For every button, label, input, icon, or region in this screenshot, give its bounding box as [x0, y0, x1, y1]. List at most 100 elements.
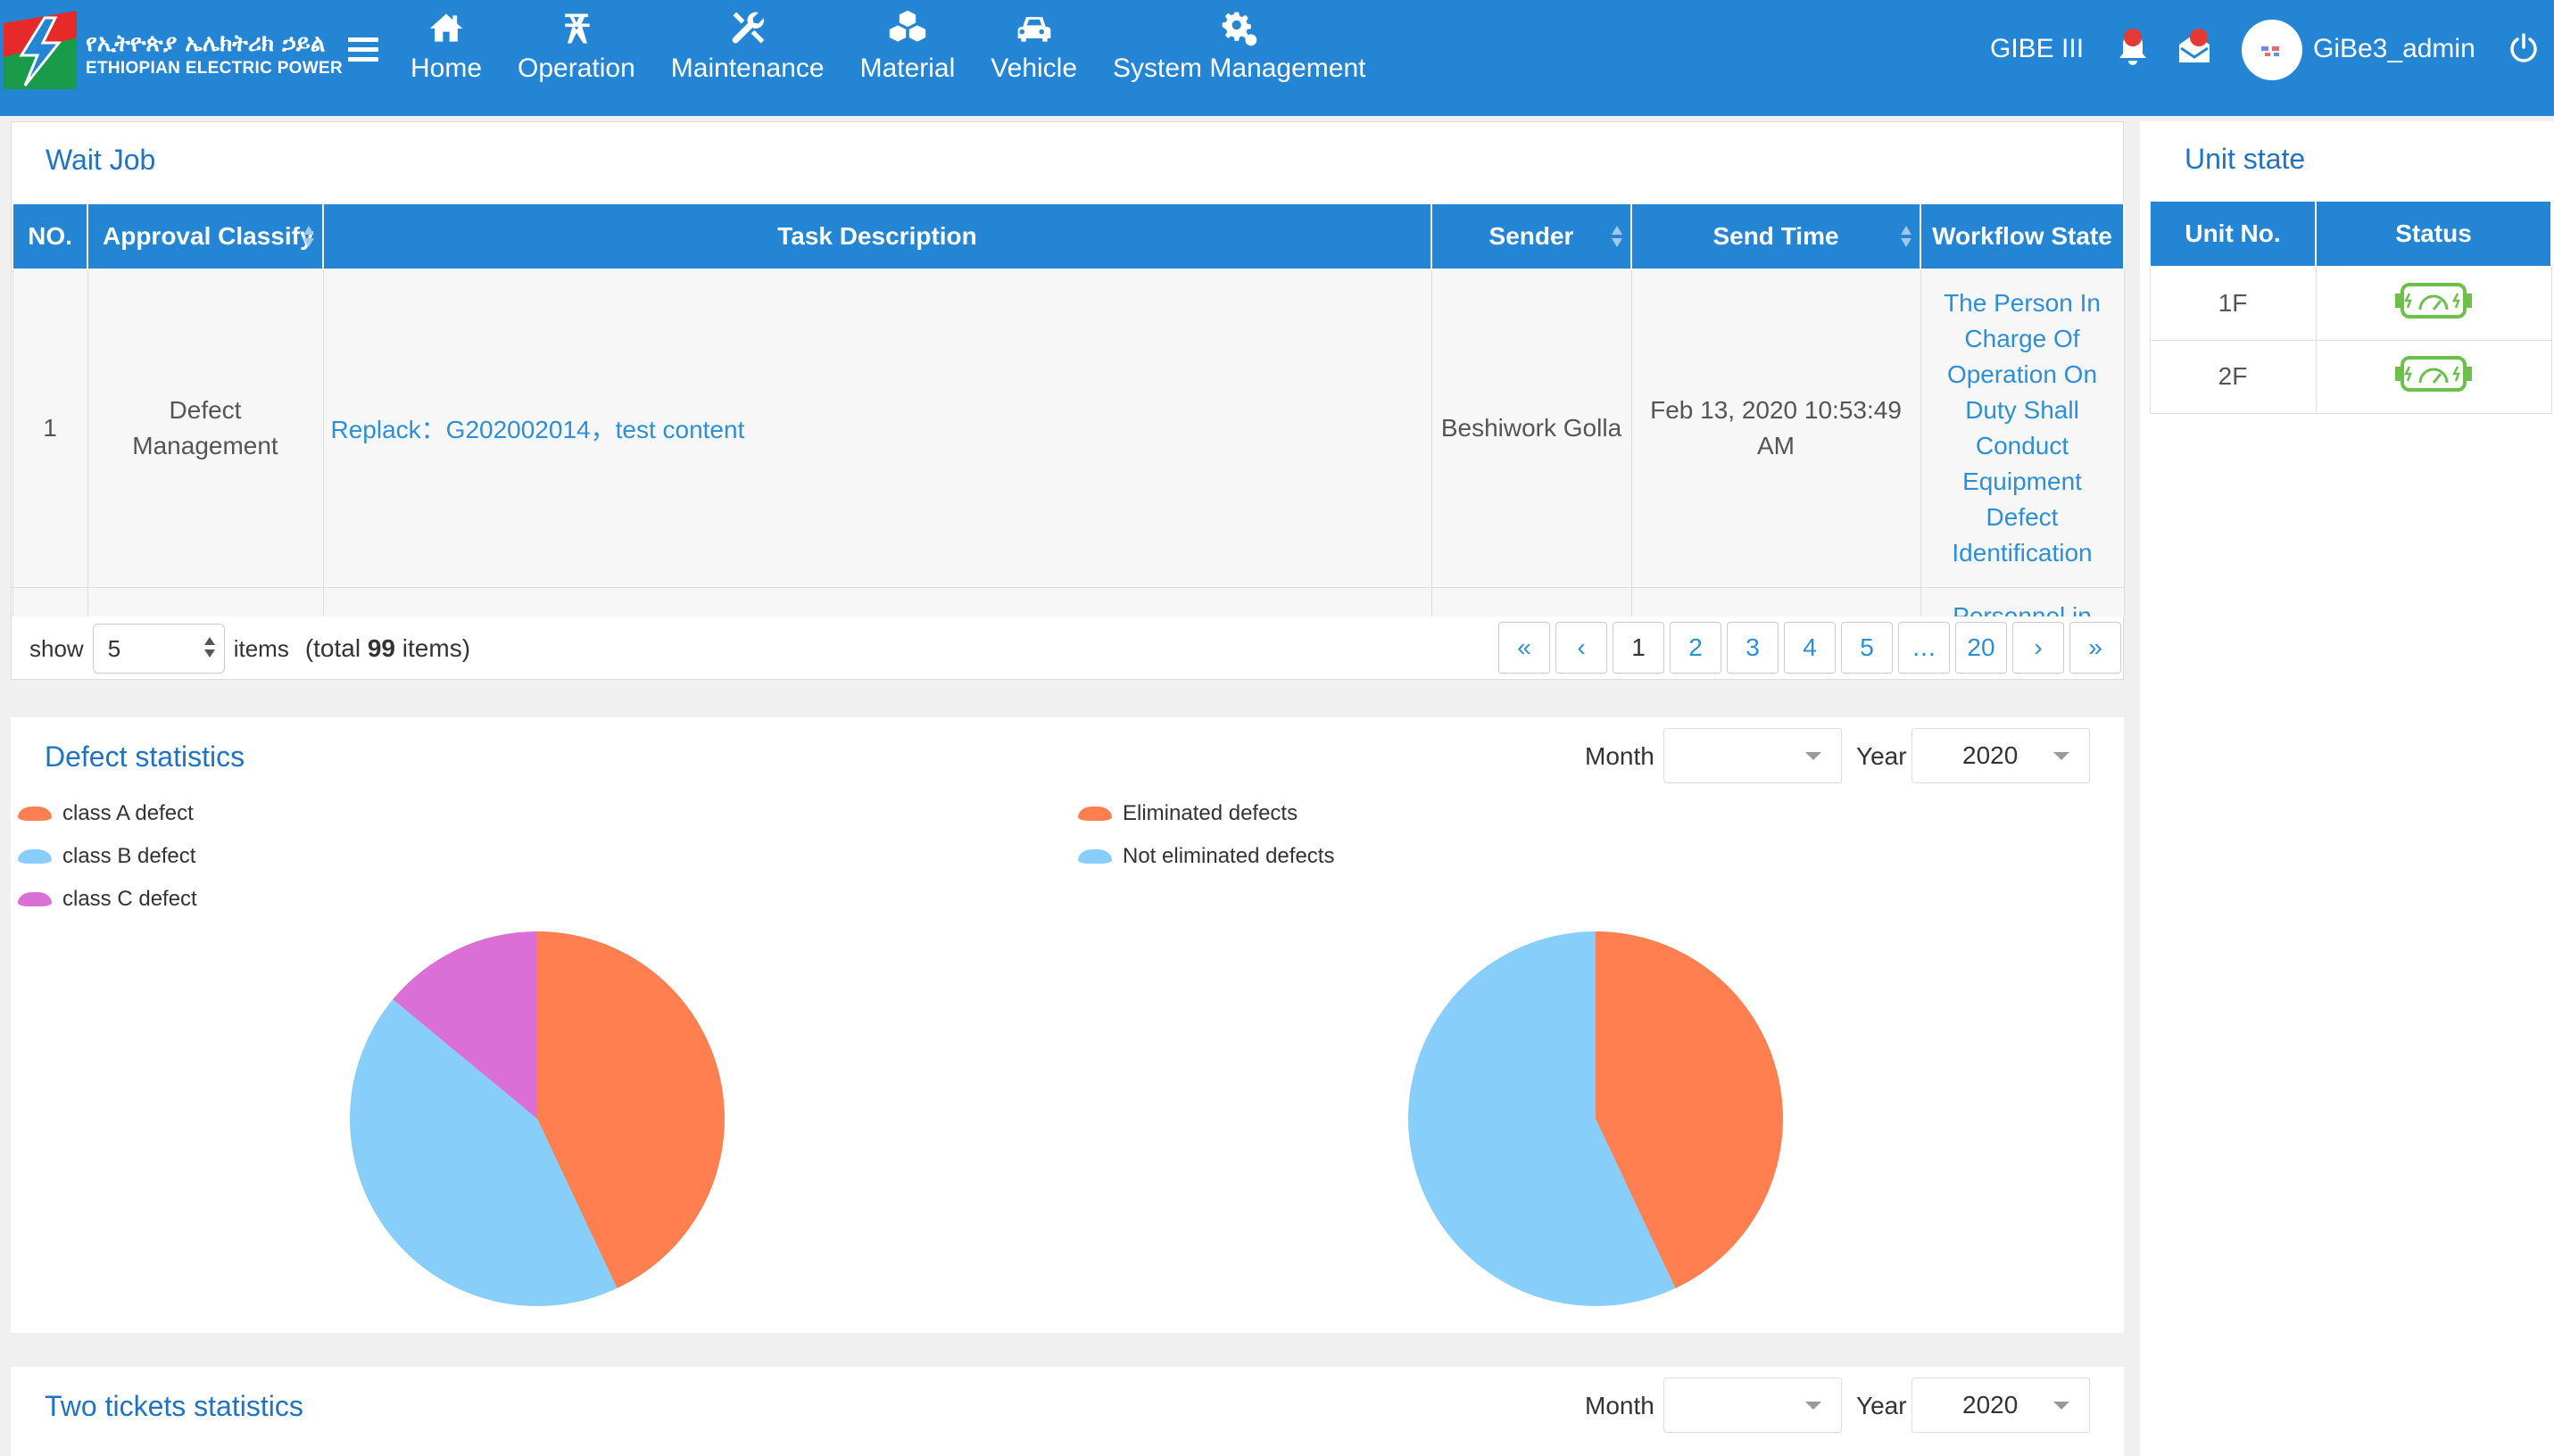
- year-label: Year: [1856, 1392, 1907, 1419]
- legend-label: class C defect: [62, 887, 197, 911]
- main-nav: Home Operation Maintenance Material Vehi…: [393, 0, 1384, 116]
- column-header-status: Status: [2315, 200, 2552, 268]
- station-name[interactable]: GIBE III: [1990, 34, 2085, 63]
- prev-page-button[interactable]: ‹: [1555, 622, 1607, 674]
- user-avatar[interactable]: [2242, 20, 2302, 80]
- cell-status: [2315, 339, 2552, 414]
- cell-task-description[interactable]: Replack：G202002014，test content: [322, 269, 1432, 588]
- tower-icon: [565, 13, 590, 44]
- legend-item[interactable]: class B defect: [18, 844, 195, 869]
- nav-vehicle[interactable]: Vehicle: [973, 0, 1095, 116]
- company-logo[interactable]: የኢትዮጵያ ኤሌክትሪክ ኃይል ETHIOPIAN ELECTRIC POW…: [4, 11, 343, 89]
- page-20-button[interactable]: 20: [1955, 622, 2007, 674]
- page-5-button[interactable]: 5: [1841, 622, 1893, 674]
- legend-item[interactable]: Eliminated defects: [1078, 801, 1298, 826]
- gears-icon: [1222, 12, 1257, 46]
- column-header-send-time[interactable]: Send Time: [1630, 203, 1921, 270]
- pie-slice[interactable]: [1408, 931, 1676, 1306]
- month-select[interactable]: [1663, 728, 1842, 783]
- ellipsis-button[interactable]: …: [1898, 622, 1950, 674]
- column-header-task-description: Task Description: [322, 203, 1432, 270]
- wait-job-table: NO. Approval Classify Task Description S…: [12, 203, 2125, 616]
- legend-item[interactable]: class C defect: [18, 887, 197, 912]
- workflow-state-link[interactable]: The Person In Charge Of Operation On Dut…: [1944, 289, 2101, 567]
- page-2-button[interactable]: 2: [1670, 622, 1721, 674]
- nav-vehicle-label: Vehicle: [991, 54, 1078, 83]
- tools-icon: [732, 12, 765, 44]
- workflow-state-link[interactable]: Personnel in: [1953, 601, 2092, 617]
- wait-job-title: Wait Job: [46, 144, 156, 176]
- cell-workflow-state[interactable]: Personnel in: [1920, 586, 2125, 617]
- table-row[interactable]: 1 Defect Management Replack：G202002014，t…: [12, 269, 2125, 588]
- table-row[interactable]: Personnel in: [12, 586, 2125, 617]
- legend-label: Not eliminated defects: [1123, 844, 1335, 868]
- cell-send-time: Feb 13, 2020 10:53:49 AM: [1630, 269, 1921, 588]
- logo-amharic-text: የኢትዮጵያ ኤሌክትሪክ ኃይል: [86, 30, 326, 57]
- pie-slice[interactable]: [537, 931, 725, 1289]
- page-4-button[interactable]: 4: [1784, 622, 1836, 674]
- page-size-control: show 5 items (total 99 items): [29, 622, 470, 675]
- mail-icon[interactable]: [2176, 29, 2213, 68]
- year-select[interactable]: 2020: [1911, 728, 2090, 783]
- legend-swatch: [18, 807, 52, 821]
- nav-operation-label: Operation: [518, 54, 635, 83]
- two-tickets-statistics-panel: Two tickets statistics Month Year 2020: [11, 1367, 2124, 1456]
- cell-unit-no: 1F: [2149, 266, 2317, 341]
- nav-system-management-label: System Management: [1113, 54, 1366, 83]
- menu-toggle-icon[interactable]: [348, 37, 378, 62]
- nav-home[interactable]: Home: [393, 0, 500, 116]
- page-1-button[interactable]: 1: [1613, 622, 1664, 674]
- column-header-sender[interactable]: Sender: [1430, 203, 1632, 270]
- cell-no: 1: [12, 269, 88, 588]
- legend-item[interactable]: Not eliminated defects: [1078, 844, 1334, 869]
- car-icon: [1017, 17, 1050, 42]
- bell-icon[interactable]: [2115, 29, 2151, 68]
- page-size-select[interactable]: 5: [92, 624, 225, 674]
- pie-slice[interactable]: [349, 999, 618, 1306]
- table-row: 2F: [2149, 339, 2552, 414]
- column-header-unit-no: Unit No.: [2149, 200, 2317, 268]
- sort-icon[interactable]: [1900, 226, 1912, 251]
- year-select[interactable]: 2020: [1911, 1377, 2090, 1433]
- month-select[interactable]: [1663, 1377, 1842, 1433]
- first-page-button[interactable]: «: [1498, 622, 1550, 674]
- generator-running-icon[interactable]: [2393, 281, 2474, 320]
- pie-slice[interactable]: [393, 931, 537, 1119]
- last-page-button[interactable]: »: [2069, 622, 2121, 674]
- page-3-button[interactable]: 3: [1727, 622, 1779, 674]
- nav-system-management[interactable]: System Management: [1095, 0, 1383, 116]
- show-label: show: [29, 634, 84, 662]
- eep-logo-icon: [4, 11, 77, 89]
- power-icon[interactable]: [2508, 32, 2540, 64]
- column-header-no: NO.: [12, 203, 88, 270]
- table-row: 1F: [2149, 266, 2552, 341]
- cell-sender: Beshiwork Golla: [1430, 269, 1632, 588]
- total-count: 99: [367, 634, 396, 662]
- username[interactable]: GiBe3_admin: [2313, 34, 2475, 63]
- task-link[interactable]: Replack：G202002014，test content: [330, 416, 745, 444]
- cell-workflow-state[interactable]: The Person In Charge Of Operation On Dut…: [1920, 269, 2125, 588]
- items-label: items: [233, 634, 289, 662]
- generator-running-icon[interactable]: [2393, 354, 2474, 393]
- pie-slice[interactable]: [1596, 931, 1783, 1289]
- month-label: Month: [1585, 1392, 1654, 1419]
- wait-job-table-scroll[interactable]: NO. Approval Classify Task Description S…: [12, 203, 2125, 616]
- nav-maintenance[interactable]: Maintenance: [653, 0, 842, 116]
- nav-material[interactable]: Material: [842, 0, 974, 116]
- column-header-workflow-state: Workflow State: [1920, 203, 2125, 270]
- chevron-down-icon: [2053, 1402, 2069, 1410]
- column-header-approval-classify[interactable]: Approval Classify: [87, 203, 324, 270]
- defect-class-pie-chart: [349, 931, 725, 1306]
- cell-task-description: [322, 586, 1432, 616]
- nav-operation[interactable]: Operation: [500, 0, 653, 116]
- total-suffix: items): [402, 634, 471, 662]
- sort-icon[interactable]: [303, 226, 315, 251]
- legend-swatch: [1078, 807, 1112, 821]
- sort-icon[interactable]: [1611, 226, 1623, 251]
- top-navigation-bar: የኢትዮጵያ ኤሌክትሪክ ኃይል ETHIOPIAN ELECTRIC POW…: [0, 0, 2554, 116]
- legend-item[interactable]: class A defect: [18, 801, 194, 826]
- next-page-button[interactable]: ›: [2012, 622, 2064, 674]
- unit-state-title: Unit state: [2185, 143, 2306, 175]
- two-tickets-title: Two tickets statistics: [45, 1390, 303, 1422]
- column-label: Sender: [1488, 222, 1574, 250]
